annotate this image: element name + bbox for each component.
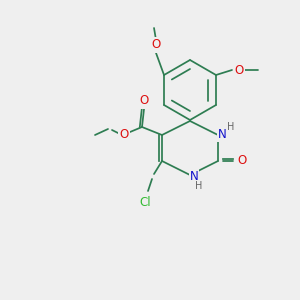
- Text: N: N: [190, 170, 198, 184]
- Text: O: O: [152, 38, 160, 52]
- Text: O: O: [237, 154, 247, 167]
- Text: Cl: Cl: [139, 196, 151, 209]
- Text: N: N: [218, 128, 226, 140]
- Text: O: O: [140, 94, 148, 107]
- Text: H: H: [195, 181, 203, 191]
- Text: H: H: [227, 122, 235, 132]
- Text: O: O: [119, 128, 129, 140]
- Text: O: O: [234, 64, 244, 76]
